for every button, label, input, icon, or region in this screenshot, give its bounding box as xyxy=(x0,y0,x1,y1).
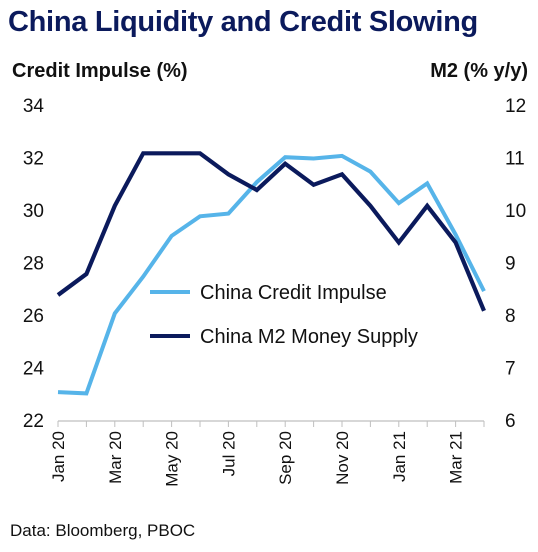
left-y-tick-label: 32 xyxy=(23,149,44,170)
legend-entry-credit-impulse-label: China Credit Impulse xyxy=(200,282,387,304)
x-tick-label: Mar 21 xyxy=(447,431,466,484)
x-tick-label: Jul 20 xyxy=(219,431,238,476)
x-tick-label: May 20 xyxy=(163,431,182,487)
x-tick-label: Nov 20 xyxy=(333,431,352,485)
left-y-tick-label: 26 xyxy=(23,306,44,327)
left-axis-title: Credit Impulse (%) xyxy=(12,60,188,82)
left-y-tick-label: 22 xyxy=(23,411,44,432)
right-axis-title: M2 (% y/y) xyxy=(430,60,528,82)
right-y-tick-label: 11 xyxy=(505,149,525,170)
m2-money-supply-line xyxy=(56,151,486,312)
credit-impulse-line xyxy=(57,153,486,396)
x-tick-label: Sep 20 xyxy=(276,431,295,485)
left-y-tick-label: 30 xyxy=(23,201,44,222)
right-y-tick-label: 8 xyxy=(505,306,516,327)
x-tick-label: Jan 20 xyxy=(49,431,68,482)
x-tick-label: Mar 20 xyxy=(106,431,125,484)
right-y-tick-label: 9 xyxy=(505,254,516,275)
left-y-tick-label: 24 xyxy=(23,359,45,380)
source-note: Data: Bloomberg, PBOC xyxy=(10,521,196,540)
left-y-tick-label: 34 xyxy=(23,96,45,117)
right-y-tick-label: 7 xyxy=(505,359,516,380)
right-y-tick-label: 10 xyxy=(505,201,526,222)
x-tick-label: Jan 21 xyxy=(390,431,409,482)
right-y-tick-label: 6 xyxy=(505,411,516,432)
legend-entry-m2-money-supply-label: China M2 Money Supply xyxy=(200,326,418,348)
left-y-tick-label: 28 xyxy=(23,254,44,275)
chart-title: China Liquidity and Credit Slowing xyxy=(8,6,478,38)
right-y-tick-label: 12 xyxy=(505,96,526,117)
